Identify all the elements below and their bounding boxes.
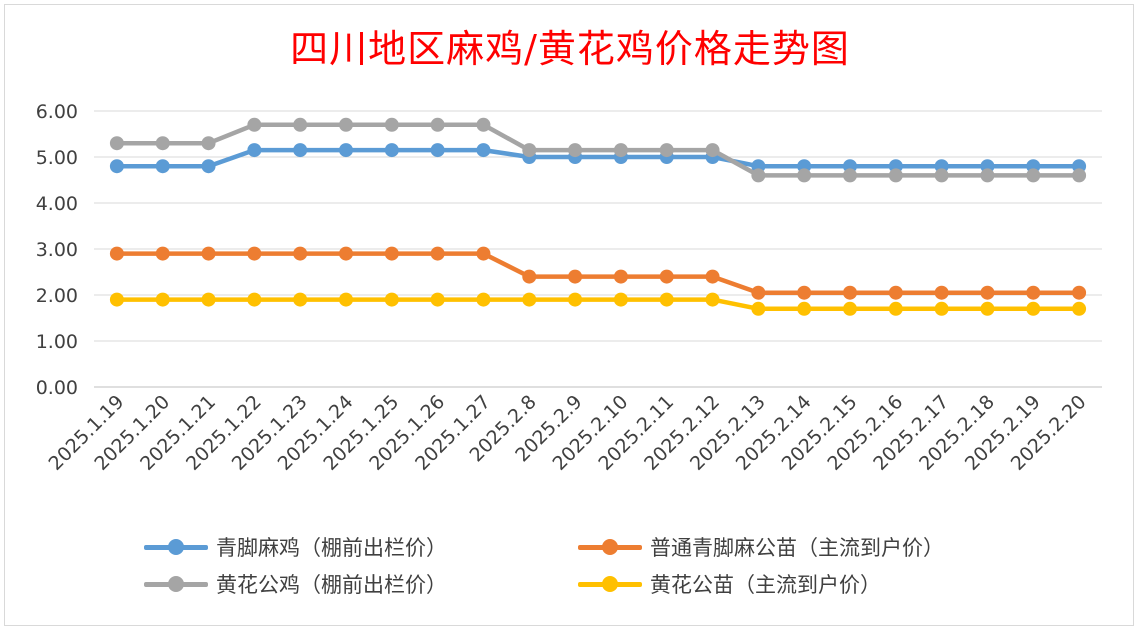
y-tick-label: 4.00 bbox=[36, 193, 78, 215]
data-point bbox=[888, 285, 903, 300]
data-point bbox=[201, 159, 216, 174]
data-point bbox=[247, 117, 262, 132]
data-point bbox=[797, 301, 812, 316]
data-point bbox=[888, 168, 903, 183]
data-point bbox=[980, 301, 995, 316]
data-point bbox=[155, 246, 170, 261]
data-point bbox=[293, 117, 308, 132]
data-point bbox=[751, 285, 766, 300]
data-point bbox=[751, 301, 766, 316]
data-point bbox=[293, 292, 308, 307]
data-point bbox=[522, 143, 537, 158]
series-2 bbox=[109, 246, 1087, 300]
data-point bbox=[659, 292, 674, 307]
data-point bbox=[201, 292, 216, 307]
data-point bbox=[613, 269, 628, 284]
data-point bbox=[155, 292, 170, 307]
data-point bbox=[247, 143, 262, 158]
data-point bbox=[934, 168, 949, 183]
data-point bbox=[568, 143, 583, 158]
data-point bbox=[659, 269, 674, 284]
data-point bbox=[339, 143, 353, 158]
data-point bbox=[568, 292, 583, 307]
data-point bbox=[797, 168, 812, 183]
data-point bbox=[568, 269, 583, 284]
y-axis: 0.00 1.00 2.00 3.00 4.00 5.00 6.00 bbox=[36, 101, 78, 399]
data-point bbox=[797, 285, 812, 300]
data-point bbox=[201, 136, 216, 151]
data-point bbox=[843, 301, 857, 316]
data-point bbox=[430, 143, 445, 158]
data-point bbox=[522, 292, 537, 307]
data-point bbox=[109, 159, 124, 174]
data-point bbox=[1026, 301, 1041, 316]
data-point bbox=[109, 292, 124, 307]
data-point bbox=[613, 292, 628, 307]
y-tick-label: 5.00 bbox=[36, 147, 78, 169]
data-point bbox=[1072, 301, 1087, 316]
data-point bbox=[384, 143, 399, 158]
data-point bbox=[980, 285, 995, 300]
x-axis: 2025.1.192025.1.202025.1.212025.1.222025… bbox=[45, 391, 1091, 475]
data-point bbox=[384, 117, 399, 132]
data-point bbox=[1072, 168, 1087, 183]
data-point bbox=[339, 292, 353, 307]
data-point bbox=[1072, 285, 1087, 300]
data-point bbox=[1026, 168, 1041, 183]
data-point bbox=[843, 285, 857, 300]
data-point bbox=[476, 117, 491, 132]
data-point bbox=[384, 246, 399, 261]
data-point bbox=[476, 246, 491, 261]
y-tick-label: 0.00 bbox=[36, 377, 78, 399]
data-point bbox=[613, 143, 628, 158]
data-point bbox=[751, 168, 766, 183]
data-point bbox=[247, 246, 262, 261]
data-point bbox=[293, 246, 308, 261]
data-point bbox=[659, 143, 674, 158]
data-point bbox=[155, 136, 170, 151]
y-tick-label: 3.00 bbox=[36, 239, 78, 261]
data-point bbox=[1026, 285, 1041, 300]
data-point bbox=[430, 117, 445, 132]
data-point bbox=[339, 246, 353, 261]
data-point bbox=[109, 246, 124, 261]
data-point bbox=[430, 246, 445, 261]
data-point bbox=[293, 143, 308, 158]
series-line-3 bbox=[114, 122, 1082, 178]
data-point bbox=[705, 292, 720, 307]
data-point bbox=[476, 292, 491, 307]
y-tick-label: 6.00 bbox=[36, 101, 78, 123]
y-tick-label: 2.00 bbox=[36, 285, 78, 307]
data-point bbox=[705, 269, 720, 284]
series-line-4 bbox=[114, 297, 1082, 312]
series-4 bbox=[109, 292, 1087, 316]
series-group bbox=[109, 117, 1087, 316]
data-point bbox=[430, 292, 445, 307]
data-point bbox=[522, 269, 537, 284]
data-point bbox=[109, 136, 124, 151]
data-point bbox=[705, 143, 720, 158]
series-3 bbox=[109, 117, 1087, 183]
data-point bbox=[934, 301, 949, 316]
data-point bbox=[888, 301, 903, 316]
series-line-2 bbox=[114, 251, 1082, 295]
data-point bbox=[201, 246, 216, 261]
data-point bbox=[980, 168, 995, 183]
data-point bbox=[155, 159, 170, 174]
series-line-1 bbox=[114, 147, 1082, 169]
chart-title: 四川地区麻鸡/黄花鸡价格走势图 bbox=[290, 27, 850, 71]
y-tick-label: 1.00 bbox=[36, 331, 78, 353]
data-point bbox=[384, 292, 399, 307]
data-point bbox=[843, 168, 857, 183]
chart-frame bbox=[4, 4, 1134, 626]
data-point bbox=[339, 117, 353, 132]
data-point bbox=[247, 292, 262, 307]
data-point bbox=[934, 285, 949, 300]
data-point bbox=[476, 143, 491, 158]
